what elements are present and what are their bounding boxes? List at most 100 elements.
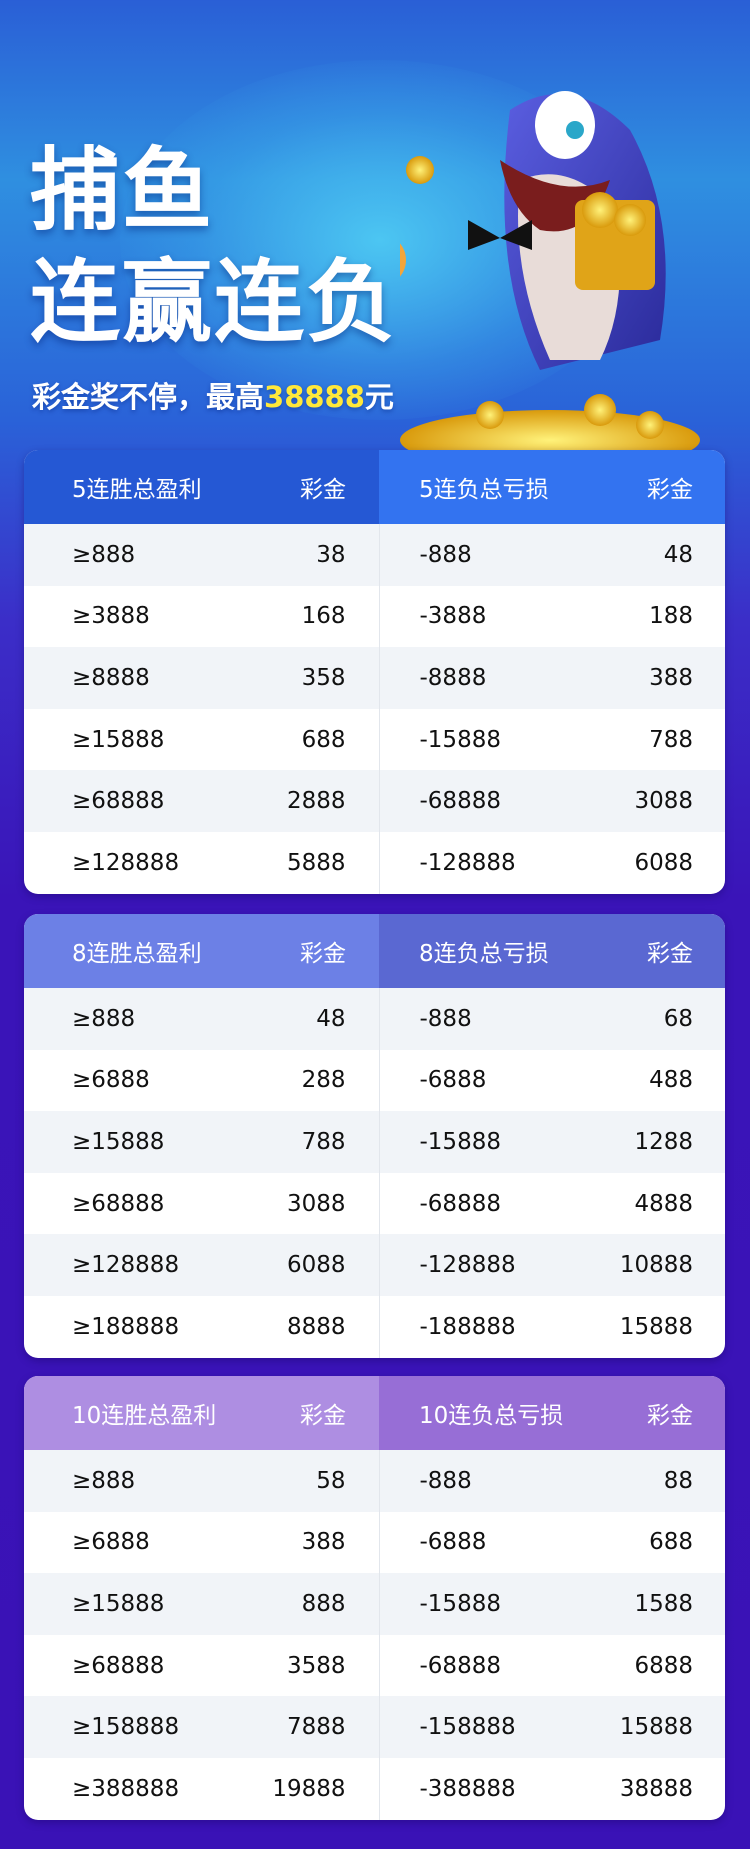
loss-bonus: 688 — [649, 1529, 693, 1556]
win-threshold: ≥6888 — [72, 1067, 150, 1094]
table-header: 5连胜总盈利 彩金 5连负总亏损 彩金 — [24, 450, 725, 524]
subtitle-prefix: 彩金奖不停，最高 — [32, 380, 265, 414]
win-column-label: 5连胜总盈利 — [72, 477, 202, 503]
loss-threshold: -68888 — [419, 1652, 501, 1679]
loss-threshold: -8888 — [419, 664, 487, 691]
table-row: ≥158888 7888 -158888 15888 — [24, 1696, 725, 1758]
table-row: ≥68888 3088 -68888 4888 — [24, 1172, 725, 1235]
win-threshold: ≥8888 — [72, 664, 150, 691]
win-bonus: 2888 — [286, 788, 346, 815]
win-threshold: ≥128888 — [72, 1252, 180, 1279]
win-bonus: 358 — [301, 664, 346, 691]
loss-threshold: -6888 — [419, 1067, 487, 1094]
loss-header: 5连负总亏损 彩金 — [379, 450, 725, 524]
table-row: ≥68888 2888 -68888 3088 — [24, 770, 725, 832]
loss-bonus: 188 — [649, 603, 693, 630]
reward-table-8-streak: 8连胜总盈利 彩金 8连负总亏损 彩金 ≥888 48 -888 68 ≥6888 288… — [24, 914, 725, 1358]
loss-threshold: -15888 — [419, 1590, 501, 1617]
table-row: ≥188888 8888 -188888 15888 — [24, 1295, 725, 1358]
loss-bonus: 4888 — [634, 1190, 693, 1217]
loss-header: 8连负总亏损 彩金 — [379, 914, 725, 988]
loss-header: 10连负总亏损 彩金 — [379, 1376, 725, 1450]
win-bonus: 388 — [301, 1529, 346, 1556]
win-header: 10连胜总盈利 彩金 — [24, 1376, 379, 1450]
loss-column-label: 5连负总亏损 — [419, 477, 549, 503]
loss-threshold: -6888 — [419, 1529, 487, 1556]
loss-bonus: 48 — [663, 541, 693, 568]
bonus-column-label: 彩金 — [647, 941, 693, 967]
win-bonus: 8888 — [286, 1313, 346, 1340]
loss-bonus: 15888 — [619, 1714, 693, 1741]
hero-title-line2: 连赢连负 — [30, 250, 398, 355]
loss-column-label: 10连负总亏损 — [419, 1403, 564, 1429]
hero-subtitle: 彩金奖不停，最高38888元 — [32, 374, 394, 416]
table-row: ≥888 48 -888 68 — [24, 988, 725, 1050]
loss-bonus: 3088 — [634, 788, 693, 815]
loss-threshold: -888 — [419, 541, 472, 568]
table-row: ≥128888 6088 -128888 10888 — [24, 1234, 725, 1296]
loss-column-label: 8连负总亏损 — [419, 941, 549, 967]
table-row: ≥888 38 -888 48 — [24, 524, 725, 586]
loss-threshold: -68888 — [419, 1190, 501, 1217]
table-row: ≥6888 388 -6888 688 — [24, 1511, 725, 1574]
win-bonus: 288 — [301, 1067, 346, 1094]
win-threshold: ≥388888 — [72, 1775, 180, 1802]
loss-threshold: -888 — [419, 1005, 472, 1032]
win-threshold: ≥68888 — [72, 1652, 165, 1679]
win-bonus: 788 — [301, 1128, 346, 1155]
loss-bonus: 6088 — [634, 849, 693, 876]
loss-bonus: 1288 — [634, 1128, 693, 1155]
loss-threshold: -128888 — [419, 1252, 516, 1279]
loss-threshold: -15888 — [419, 726, 501, 753]
table-row: ≥888 58 -888 88 — [24, 1450, 725, 1512]
win-bonus: 3088 — [286, 1190, 346, 1217]
win-threshold: ≥68888 — [72, 1190, 165, 1217]
table-row: ≥128888 5888 -128888 6088 — [24, 831, 725, 894]
win-header: 8连胜总盈利 彩金 — [24, 914, 379, 988]
win-threshold: ≥888 — [72, 1005, 136, 1032]
loss-threshold: -158888 — [419, 1714, 516, 1741]
win-threshold: ≥68888 — [72, 788, 165, 815]
win-threshold: ≥15888 — [72, 726, 165, 753]
loss-bonus: 6888 — [634, 1652, 693, 1679]
loss-bonus: 68 — [663, 1005, 693, 1032]
table-row: ≥15888 788 -15888 1288 — [24, 1111, 725, 1173]
win-bonus: 3588 — [286, 1652, 346, 1679]
loss-bonus: 1588 — [634, 1590, 693, 1617]
loss-bonus: 15888 — [619, 1313, 693, 1340]
hero-title-line1: 捕鱼 — [30, 138, 214, 243]
win-threshold: ≥6888 — [72, 1529, 150, 1556]
table-row: ≥68888 3588 -68888 6888 — [24, 1634, 725, 1697]
loss-bonus: 38888 — [619, 1775, 693, 1802]
table-row: ≥15888 688 -15888 788 — [24, 708, 725, 771]
bonus-column-label: 彩金 — [647, 1403, 693, 1429]
win-threshold: ≥888 — [72, 541, 136, 568]
win-bonus: 688 — [301, 726, 346, 753]
win-header: 5连胜总盈利 彩金 — [24, 450, 379, 524]
loss-bonus: 788 — [649, 726, 693, 753]
table-row: ≥388888 19888 -388888 38888 — [24, 1757, 725, 1820]
win-bonus: 19888 — [272, 1775, 346, 1802]
win-threshold: ≥15888 — [72, 1590, 165, 1617]
bonus-column-label: 彩金 — [300, 941, 346, 967]
table-row: ≥6888 288 -6888 488 — [24, 1049, 725, 1112]
win-bonus: 38 — [316, 541, 346, 568]
reward-table-10-streak: 10连胜总盈利 彩金 10连负总亏损 彩金 ≥888 58 -888 88 ≥6888 3… — [24, 1376, 725, 1820]
loss-threshold: -68888 — [419, 788, 501, 815]
win-column-label: 8连胜总盈利 — [72, 941, 202, 967]
loss-threshold: -888 — [419, 1467, 472, 1494]
win-threshold: ≥15888 — [72, 1128, 165, 1155]
win-threshold: ≥3888 — [72, 603, 150, 630]
loss-threshold: -188888 — [419, 1313, 516, 1340]
loss-threshold: -388888 — [419, 1775, 516, 1802]
win-bonus: 6088 — [286, 1252, 346, 1279]
win-bonus: 888 — [301, 1590, 346, 1617]
win-bonus: 58 — [316, 1467, 346, 1494]
table-header: 10连胜总盈利 彩金 10连负总亏损 彩金 — [24, 1376, 725, 1450]
win-threshold: ≥158888 — [72, 1714, 180, 1741]
subtitle-amount: 38888 — [264, 380, 365, 414]
bonus-column-label: 彩金 — [300, 1403, 346, 1429]
table-row: ≥8888 358 -8888 388 — [24, 647, 725, 709]
loss-bonus: 488 — [649, 1067, 693, 1094]
loss-threshold: -15888 — [419, 1128, 501, 1155]
